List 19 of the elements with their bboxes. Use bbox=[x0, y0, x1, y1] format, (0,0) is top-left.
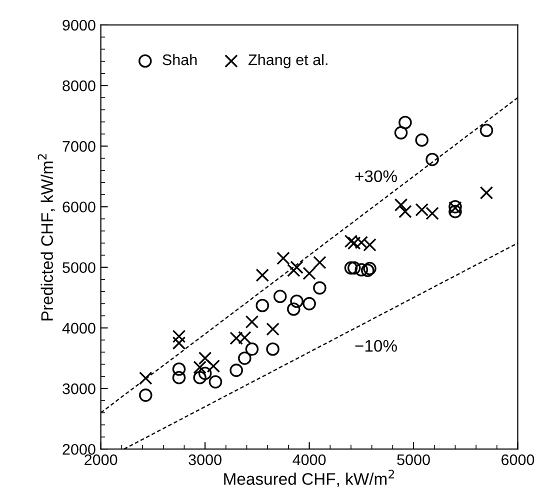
y-tick-label: 8000 bbox=[62, 80, 96, 92]
x-axis-title: Measured CHF, kW/m$^{2}$ bbox=[224, 470, 394, 487]
x-tick-label: 3000 bbox=[188, 454, 222, 466]
y-tick-label: 4000 bbox=[62, 322, 96, 334]
legend-label: Shah bbox=[162, 54, 197, 66]
y-tick-label: 6000 bbox=[62, 202, 96, 212]
x-tick-label: 2000 bbox=[84, 454, 118, 466]
x-tick-label: 5000 bbox=[397, 454, 430, 466]
annotation: −10% bbox=[355, 340, 397, 352]
y-tick-label: 7000 bbox=[62, 141, 96, 152]
y-tick-label: 3000 bbox=[62, 383, 96, 394]
y-tick-label: 2000 bbox=[62, 444, 96, 455]
x-tick-label: 4000 bbox=[292, 454, 326, 466]
y-axis-title: Predicted CHF, kW/m$^{2}$ bbox=[38, 154, 55, 320]
y-tick-label: 9000 bbox=[62, 20, 96, 31]
annotation: +30% bbox=[355, 170, 397, 182]
y-tick-label: 5000 bbox=[62, 262, 96, 274]
legend-label: Zhang et al. bbox=[248, 54, 328, 68]
x-tick-label: 6000 bbox=[502, 454, 534, 466]
